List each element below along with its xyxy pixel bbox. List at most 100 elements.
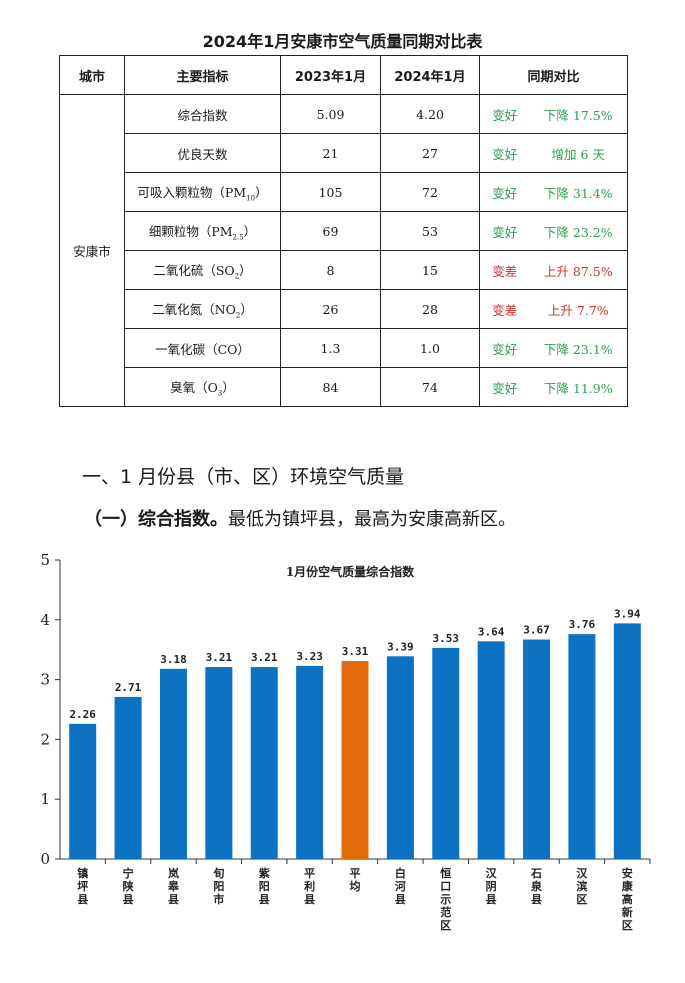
value-2023-cell: 5.09 [280, 94, 381, 134]
table-header-row: 城市 主要指标 2023年1月 2024年1月 同期对比 [59, 55, 629, 95]
bar-value-label: 2.26 [69, 708, 96, 721]
composite-index-chart: 1月份空气质量综合指数 0 1 2 3 4 5 2.26 镇坪县 2.71 宁陕县 3.18 岚皋县 3.… [40, 551, 651, 932]
y-tick-label: 3 [40, 671, 50, 689]
change-cell: 下降 23.1% [529, 328, 629, 368]
value-2023-cell: 26 [280, 289, 381, 329]
section-heading: 一、1 月份县（市、区）环境空气质量 [82, 466, 405, 488]
category-label: 安康高新区 [622, 866, 634, 932]
bar-value-label: 2.71 [115, 681, 142, 694]
bar-value-label: 3.18 [160, 653, 187, 666]
category-label: 平利县 [304, 867, 315, 906]
trend-cell: 变好 [479, 367, 530, 407]
value-2024-cell: 72 [380, 172, 480, 212]
table-row: 二氧化氮（NO2） 26 28 变差 上升 7.7% [60, 289, 629, 329]
value-2024-cell: 28 [380, 289, 480, 329]
value-2024-cell: 15 [380, 250, 480, 290]
change-cell: 下降 17.5% [529, 94, 629, 134]
category-label: 岚皋县 [168, 866, 180, 906]
header-compare: 同期对比 [478, 55, 629, 95]
bar [477, 641, 505, 859]
header-metric: 主要指标 [124, 55, 281, 95]
bar [613, 623, 641, 859]
value-2023-cell: 84 [280, 367, 381, 407]
bar [159, 668, 187, 859]
bar-value-label: 3.21 [206, 651, 233, 664]
header-2024: 2024年1月 [380, 55, 480, 95]
change-cell: 下降 11.9% [529, 367, 629, 407]
metric-cell: 可吸入颗粒物（PM10） [124, 172, 281, 212]
comparison-table: 城市 主要指标 2023年1月 2024年1月 同期对比 安康市 综合指数 5.09… [59, 55, 629, 407]
table-row: 二氧化硫（SO2） 8 15 变差 上升 87.5% [60, 250, 629, 290]
value-2024-cell: 4.20 [380, 94, 480, 134]
bar-value-label: 3.21 [251, 651, 278, 664]
category-label: 紫阳县 [259, 866, 270, 906]
category-label: 平均 [350, 867, 361, 893]
category-label: 旬阳市 [212, 866, 224, 906]
metric-cell: 一氧化碳（CO） [124, 328, 281, 368]
table-row: 可吸入颗粒物（PM10） 105 72 变好 下降 31.4% [60, 172, 629, 212]
metric-cell: 综合指数 [124, 94, 281, 134]
table-row: 安康市 综合指数 5.09 4.20 变好 下降 17.5% [59, 94, 629, 407]
y-tick-label: 0 [40, 850, 50, 868]
subsection-paragraph: （一）综合指数。最低为镇坪县，最高为安康高新区。 [84, 505, 516, 531]
header-city: 城市 [59, 55, 125, 95]
trend-cell: 变差 [479, 250, 530, 290]
bar [386, 656, 414, 859]
bar-value-label: 3.23 [296, 650, 323, 663]
chart-title: 1月份空气质量综合指数 [286, 564, 415, 579]
category-label: 镇坪县 [77, 866, 88, 906]
change-cell: 上升 7.7% [529, 289, 629, 329]
trend-cell: 变好 [479, 172, 530, 212]
subsection-text: 最低为镇坪县，最高为安康高新区。 [228, 509, 516, 530]
y-tick-label: 2 [40, 730, 50, 748]
value-2024-cell: 53 [380, 211, 480, 251]
category-label: 汉滨区 [576, 866, 588, 906]
table-title: 2024年1月安康市空气质量同期对比表 [202, 32, 483, 51]
bar [432, 647, 460, 859]
table-row: 一氧化碳（CO） 1.3 1.0 变好 下降 23.1% [60, 328, 629, 368]
value-2024-cell: 27 [380, 133, 480, 173]
bar [250, 667, 278, 859]
trend-cell: 变好 [479, 328, 530, 368]
trend-cell: 变差 [479, 289, 530, 329]
change-cell: 下降 31.4% [529, 172, 629, 212]
bar [296, 665, 324, 859]
bar [205, 667, 233, 859]
value-2024-cell: 74 [380, 367, 480, 407]
y-tick-label: 4 [40, 611, 50, 629]
category-label: 恒口示范区 [439, 866, 451, 932]
value-2023-cell: 1.3 [280, 328, 381, 368]
value-2023-cell: 8 [280, 250, 381, 290]
trend-cell: 变好 [479, 211, 530, 251]
change-cell: 下降 23.2% [529, 211, 629, 251]
change-cell: 上升 87.5% [529, 250, 629, 290]
bar-value-label: 3.39 [387, 640, 414, 653]
value-2023-cell: 105 [280, 172, 381, 212]
value-2023-cell: 69 [280, 211, 381, 251]
header-2023: 2023年1月 [280, 55, 381, 95]
bar [523, 639, 551, 859]
category-label: 宁陕县 [123, 866, 134, 906]
bar-value-label: 3.64 [478, 625, 505, 638]
city-cell: 安康市 [59, 94, 125, 407]
bar-value-label: 3.94 [614, 607, 641, 620]
value-2024-cell: 1.0 [380, 328, 480, 368]
bar-value-label: 3.31 [342, 645, 369, 658]
metric-cell: 臭氧（O3） [124, 367, 281, 407]
table-row: 细颗粒物（PM2.5） 69 53 变好 下降 23.2% [60, 211, 629, 251]
table-row: 臭氧（O3） 84 74 变好 下降 11.9% [60, 367, 629, 407]
value-2023-cell: 21 [280, 133, 381, 173]
trend-cell: 变好 [479, 133, 530, 173]
bar [114, 696, 142, 859]
bar-value-label: 3.76 [569, 618, 596, 631]
metric-cell: 细颗粒物（PM2.5） [124, 211, 281, 251]
bar [69, 723, 97, 859]
trend-cell: 变好 [479, 94, 530, 134]
bar-value-label: 3.53 [433, 632, 460, 645]
bar-value-label: 3.67 [523, 624, 550, 637]
metric-cell: 二氧化氮（NO2） [124, 289, 281, 329]
category-label: 白河县 [395, 866, 406, 906]
y-tick-label: 5 [40, 551, 50, 569]
change-cell: 增加 6 天 [529, 133, 629, 173]
bar [341, 661, 369, 859]
